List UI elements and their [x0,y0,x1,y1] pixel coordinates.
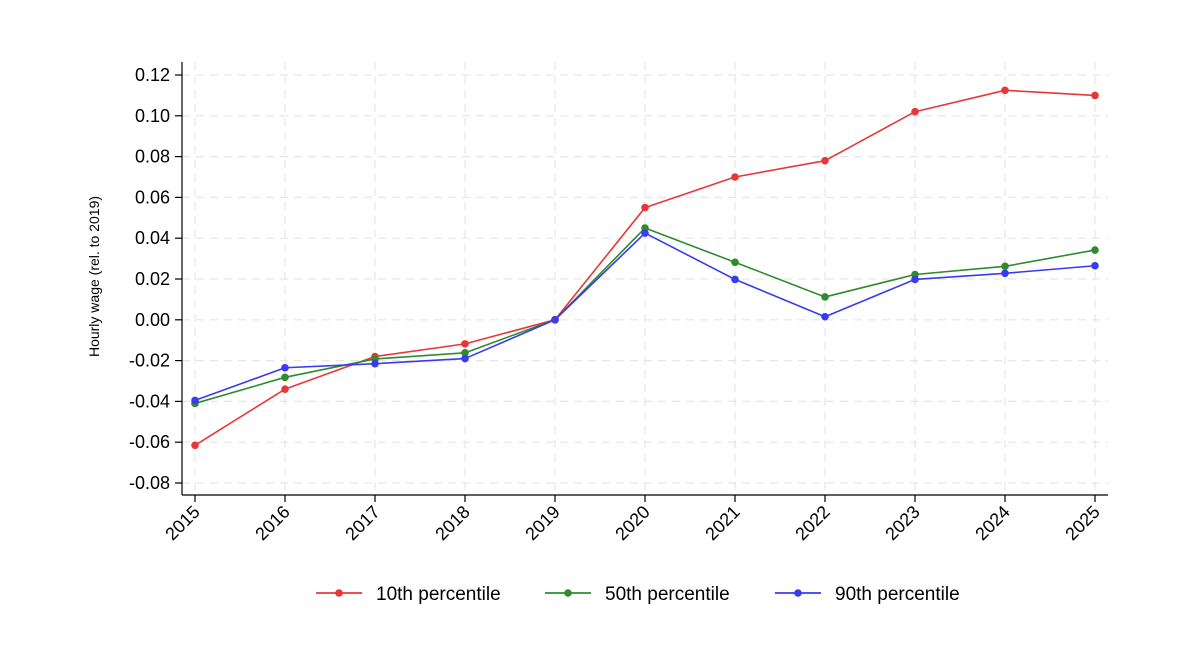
data-point [911,275,919,284]
data-point [731,173,739,181]
data-point [281,385,289,393]
x-tick-label: 2020 [611,502,653,544]
data-point [461,354,469,363]
legend-swatch-marker [564,589,572,597]
data-point [1091,91,1099,100]
data-point [1091,246,1099,254]
data-point [1001,262,1009,271]
y-axis-title: Hourly wage (rel. to 2019) [86,196,102,357]
x-tick-label: 2015 [161,502,203,544]
legend-label: 90th percentile [835,584,960,605]
data-point [821,156,829,165]
grid [182,62,1108,495]
series [191,86,1099,450]
data-point [191,396,199,405]
data-point [641,203,649,212]
data-point [281,363,289,372]
legend: 10th percentile 50th percentile 90th perce… [316,584,960,605]
data-point [1001,269,1009,278]
legend-item: 10th percentile [316,584,501,605]
data-point [731,275,739,284]
x-tick-label: 2023 [881,502,923,544]
y-tick-label: -0.04 [129,391,170,411]
legend-swatch-marker [335,589,343,597]
y-tick-label: 0.12 [135,65,170,85]
data-point [461,349,469,357]
data-point [461,340,469,348]
x-tick-label: 2019 [521,502,563,544]
y-tick-label: -0.06 [129,432,170,452]
y-tick-label: 0.04 [135,228,170,248]
data-point [281,373,289,382]
data-point [551,316,559,324]
data-point [821,312,829,321]
x-axis-ticks: 2015 2016 2017 2018 2019 2020 2021 2022 2023 2024… [161,495,1104,544]
series-line [194,89,1096,446]
x-tick-label: 2022 [791,502,833,544]
y-tick-label: 0.02 [135,269,170,289]
y-tick-label: 0.06 [135,187,170,207]
x-tick-label: 2025 [1061,502,1103,544]
series-10th-percentile [191,86,1099,450]
y-tick-label: 0.00 [135,310,170,330]
legend-item: 50th percentile [545,584,730,605]
x-tick-label: 2021 [701,502,743,544]
x-tick-label: 2016 [251,502,293,544]
legend-item: 90th percentile [775,584,960,605]
data-point [371,359,379,368]
legend-label: 10th percentile [376,584,501,605]
x-tick-label: 2024 [971,502,1013,544]
data-point [731,258,739,267]
legend-swatch-marker [794,589,802,597]
y-tick-label: 0.10 [135,106,170,126]
y-tick-label: 0.08 [135,147,170,167]
y-axis-ticks: -0.08 -0.06 -0.04 -0.02 0.00 0.02 0.04 0.06 0.08… [129,65,182,493]
data-point [911,107,919,116]
series-90th-percentile [191,229,1099,405]
data-point [1091,261,1099,270]
x-tick-label: 2017 [341,502,383,544]
data-point [821,293,829,301]
data-point [191,441,199,450]
data-point [1001,86,1009,95]
y-tick-label: -0.08 [129,473,170,493]
x-tick-label: 2018 [431,502,473,544]
y-tick-label: -0.02 [129,351,170,371]
legend-label: 50th percentile [605,584,730,605]
data-point [641,229,649,237]
